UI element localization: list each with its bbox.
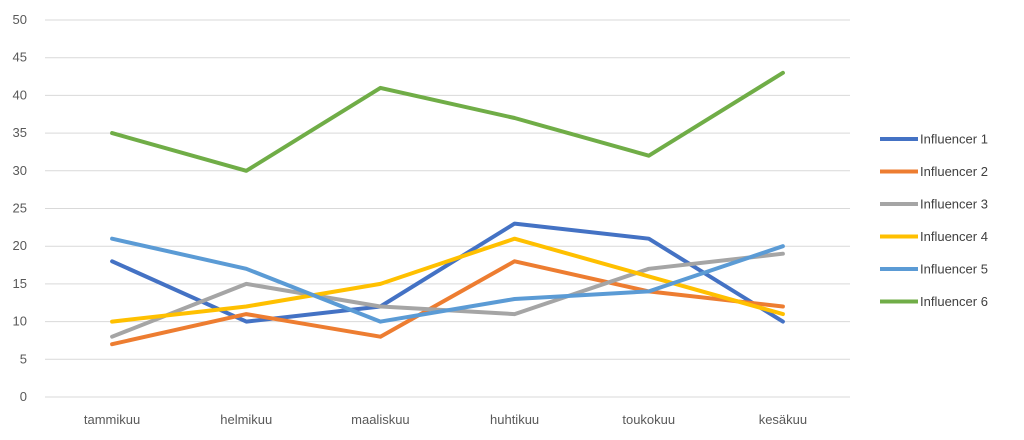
legend-label: Influencer 6 [920,294,988,309]
y-tick-label: 50 [13,12,27,27]
x-tick-label: kesäkuu [759,412,807,427]
x-tick-label: maaliskuu [351,412,410,427]
x-tick-label: helmikuu [220,412,272,427]
legend: Influencer 1 Influencer 2 Influencer 3 Infl… [880,132,988,309]
legend-label: Influencer 4 [920,229,988,244]
series-line-influencer-2 [110,259,785,347]
gridlines [45,19,850,398]
y-tick-label: 30 [13,163,27,178]
legend-label: Influencer 1 [920,132,988,147]
y-tick-label: 40 [13,87,27,102]
y-tick-label: 0 [20,389,27,404]
legend-item: Influencer 4 [880,229,988,244]
legend-item: Influencer 3 [880,197,988,212]
x-tick-label: huhtikuu [490,412,539,427]
legend-label: Influencer 5 [920,262,988,277]
series-line-influencer-1 [110,221,785,324]
legend-item: Influencer 6 [880,294,988,309]
y-tick-label: 5 [20,351,27,366]
y-tick-label: 15 [13,276,27,291]
legend-item: Influencer 1 [880,132,988,147]
y-tick-label: 10 [13,314,27,329]
legend-label: Influencer 3 [920,197,988,212]
y-tick-label: 45 [13,50,27,65]
series-lines [110,70,785,347]
legend-label: Influencer 2 [920,164,988,179]
x-tick-label: tammikuu [84,412,140,427]
y-tick-label: 25 [13,201,27,216]
y-tick-label: 35 [13,125,27,140]
legend-item: Influencer 5 [880,262,988,277]
x-axis-tick-labels: tammikuu helmikuu maaliskuu huhtikuu toukoku… [84,412,807,427]
x-tick-label: toukokuu [622,412,675,427]
series-line-influencer-6 [110,70,785,173]
series-line-influencer-5 [110,236,785,324]
y-tick-label: 20 [13,238,27,253]
legend-item: Influencer 2 [880,164,988,179]
y-axis-tick-labels: 0 5 10 15 20 25 30 35 40 45 50 [13,12,27,404]
